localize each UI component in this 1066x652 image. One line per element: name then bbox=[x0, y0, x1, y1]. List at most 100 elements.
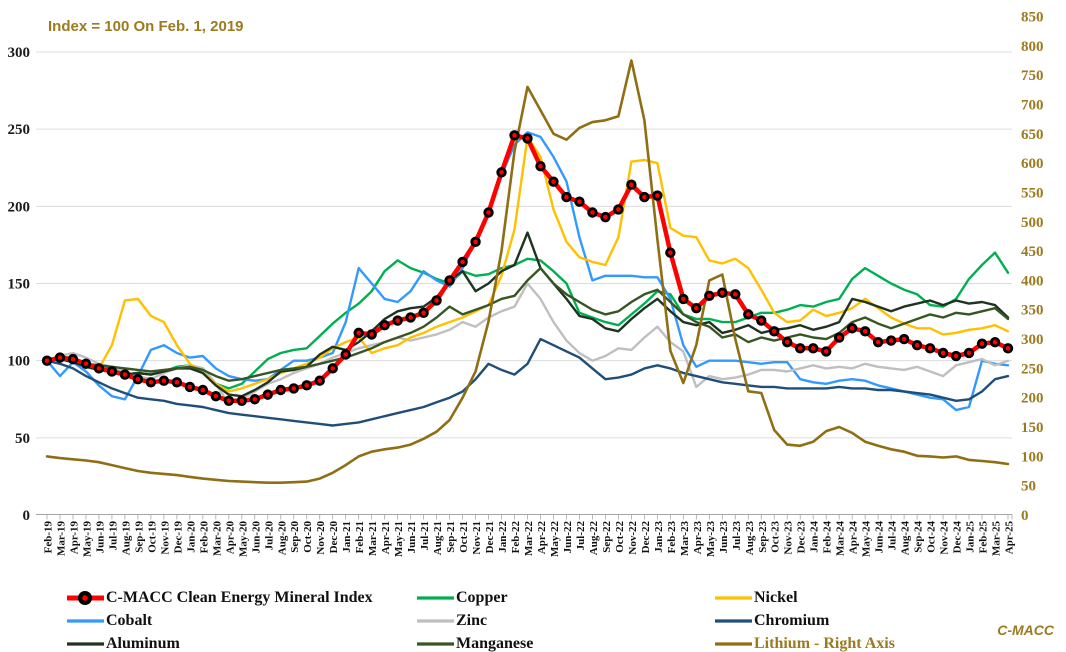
index-markers bbox=[41, 130, 1014, 406]
legend-label-chromium: Chromium bbox=[754, 611, 830, 629]
series-line-nickel bbox=[45, 135, 1010, 393]
x-axis-month-label: Jul-24 bbox=[887, 521, 899, 551]
legend-swatch-cobalt bbox=[67, 618, 104, 623]
x-axis-month-label: May-24 bbox=[861, 521, 873, 558]
x-axis-month-label: Nov-23 bbox=[783, 521, 795, 555]
x-axis-month-label: Mar-19 bbox=[55, 521, 67, 557]
legend-label-manganese: Manganese bbox=[456, 634, 534, 652]
x-axis-month-label: Jun-19 bbox=[94, 521, 106, 554]
x-axis-month-label: Oct-20 bbox=[302, 521, 314, 553]
x-axis-month-label: Mar-22 bbox=[523, 521, 535, 557]
right-axis-tick-label: 250 bbox=[1021, 361, 1044, 377]
x-axis-month-label: Jul-20 bbox=[263, 521, 275, 551]
x-axis-month-label: Nov-19 bbox=[159, 521, 171, 555]
x-axis-month-label: Mar-23 bbox=[679, 521, 691, 557]
x-axis-month-label: Feb-20 bbox=[198, 521, 210, 554]
legend-label-zinc: Zinc bbox=[456, 611, 488, 629]
x-axis-month-label: Oct-22 bbox=[614, 521, 626, 553]
cmacc-watermark: C-MACC bbox=[997, 622, 1054, 638]
x-axis-month-label: Oct-19 bbox=[146, 521, 158, 553]
left-axis-tick-label: 150 bbox=[8, 277, 31, 293]
x-axis-month-label: Jul-23 bbox=[731, 521, 743, 551]
x-axis-month-label: Sep-19 bbox=[133, 521, 145, 553]
x-axis-month-label: Aug-22 bbox=[588, 521, 600, 556]
legend-item-manganese: Manganese bbox=[416, 635, 714, 652]
x-axis-month-label: Aug-19 bbox=[120, 521, 132, 556]
chart-legend: C-MACC Clean Energy Mineral Index Copper N… bbox=[66, 586, 1046, 652]
left-axis-tick-label: 50 bbox=[15, 431, 30, 447]
x-axis-month-label: May-19 bbox=[81, 521, 93, 558]
x-axis-month-label: Feb-22 bbox=[510, 521, 522, 554]
x-axis-month-label: Apr-22 bbox=[536, 521, 548, 555]
legend-swatch-nickel bbox=[715, 595, 752, 600]
x-axis-month-label: Oct-21 bbox=[458, 521, 470, 553]
x-axis-month-label: Aug-24 bbox=[900, 521, 912, 556]
left-axis-tick-label: 250 bbox=[8, 122, 31, 138]
right-axis-tick-label: 200 bbox=[1021, 391, 1044, 407]
x-axis-month-label: Jan-25 bbox=[965, 521, 977, 553]
right-axis-tick-label: 150 bbox=[1021, 420, 1044, 436]
x-axis-month-label: Jul-22 bbox=[575, 521, 587, 551]
right-axis-tick-label: 500 bbox=[1021, 215, 1044, 231]
right-axis-tick-label: 300 bbox=[1021, 332, 1044, 348]
right-axis-tick-label: 700 bbox=[1021, 97, 1044, 113]
x-axis-month-label: Aug-20 bbox=[276, 521, 288, 556]
x-axis-month-label: Apr-20 bbox=[224, 521, 236, 555]
x-axis-month-label: Mar-25 bbox=[991, 521, 1003, 557]
x-axis-month-label: Jan-21 bbox=[341, 521, 353, 553]
x-axis-month-label: Dec-22 bbox=[640, 521, 652, 554]
legend-item-zinc: Zinc bbox=[416, 612, 714, 630]
left-axis-tick-label: 0 bbox=[23, 508, 31, 524]
x-axis-month-label: Nov-21 bbox=[471, 521, 483, 555]
left-axis-tick-label: 100 bbox=[8, 354, 31, 370]
right-axis-tick-label: 550 bbox=[1021, 185, 1044, 201]
x-axis-month-label: Nov-24 bbox=[939, 521, 951, 555]
x-axis-month-label: Nov-20 bbox=[315, 521, 327, 555]
x-axis-month-label: May-22 bbox=[549, 521, 561, 558]
x-axis-month-label: Jul-21 bbox=[419, 521, 431, 550]
series-line-chromium bbox=[45, 337, 1010, 427]
x-axis-month-label: Dec-24 bbox=[952, 521, 964, 554]
right-axis-tick-label: 0 bbox=[1021, 508, 1029, 524]
x-axis-month-label: Dec-21 bbox=[484, 521, 496, 553]
legend-swatch-chromium bbox=[715, 618, 752, 623]
right-axis-tick-label: 600 bbox=[1021, 156, 1044, 172]
x-axis-month-label: Dec-20 bbox=[328, 521, 340, 554]
mineral-index-line-chart: 0 50 100 150 200 250 300 0 50 100 150 200 250 300 350 4… bbox=[8, 10, 1044, 558]
x-axis-month-label: Nov-22 bbox=[627, 521, 639, 555]
legend-label-c-macc-clean-energy-mineral-index: C-MACC Clean Energy Mineral Index bbox=[106, 588, 373, 606]
x-axis-month-label: Mar-20 bbox=[211, 521, 223, 557]
x-axis-month-label: Apr-24 bbox=[848, 521, 860, 555]
x-axis-month-label: Sep-24 bbox=[913, 521, 925, 553]
series-line-aluminum bbox=[45, 231, 1010, 398]
right-axis-tick-label: 350 bbox=[1021, 303, 1044, 319]
legend-label-nickel: Nickel bbox=[754, 588, 798, 606]
x-axis-month-label: Sep-23 bbox=[757, 521, 769, 553]
left-axis-tick-label: 200 bbox=[8, 199, 31, 215]
legend-label-aluminum: Aluminum bbox=[106, 634, 180, 652]
legend-label-cobalt: Cobalt bbox=[106, 611, 153, 629]
x-axis-month-label: Sep-21 bbox=[445, 521, 457, 553]
right-axis-tick-label: 650 bbox=[1021, 127, 1044, 143]
x-axis-month-label: Jun-24 bbox=[874, 521, 886, 554]
x-axis-month-label: Jul-19 bbox=[107, 521, 119, 551]
left-axis-tick-label: 300 bbox=[8, 45, 31, 61]
x-axis-month-label: Apr-23 bbox=[692, 521, 704, 555]
right-axis-tick-label: 450 bbox=[1021, 244, 1044, 260]
x-axis-month-label: Apr-19 bbox=[68, 521, 80, 555]
x-axis-month-label: Feb-25 bbox=[978, 521, 990, 554]
right-axis-tick-label: 400 bbox=[1021, 273, 1044, 289]
legend-swatch-manganese bbox=[417, 641, 454, 646]
legend-swatch-aluminum bbox=[67, 641, 104, 646]
x-axis-month-label: Aug-23 bbox=[744, 521, 756, 556]
x-axis-month-label: Apr-25 bbox=[1004, 521, 1016, 555]
legend-swatch-copper bbox=[417, 595, 454, 600]
x-axis-month-label: Feb-21 bbox=[354, 521, 366, 553]
x-axis-month-label: Mar-21 bbox=[367, 521, 379, 556]
right-axis-tick-label: 750 bbox=[1021, 68, 1044, 84]
x-axis-month-label: Dec-23 bbox=[796, 521, 808, 554]
x-axis-month-label: Jan-20 bbox=[185, 521, 197, 553]
x-axis-month-label: Mar-24 bbox=[835, 521, 847, 557]
legend-item-cobalt: Cobalt bbox=[66, 612, 416, 630]
